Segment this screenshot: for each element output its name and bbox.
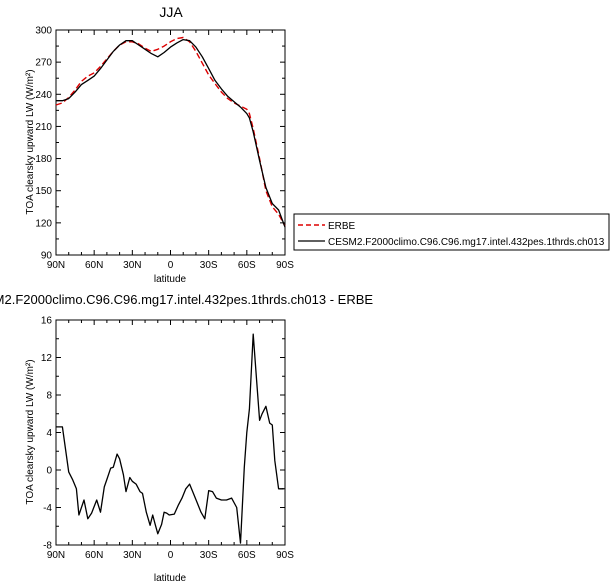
- bottom-xtick-label: 60S: [238, 550, 256, 561]
- top-panel: JJA TOA clearsky upward LW (W/m²) 90N 60N…: [25, 4, 294, 285]
- top-axis-ticks: 90N 60N 30N 0 30S 60S 90S 90 120 150 180 210 240 270 3…: [35, 26, 294, 272]
- top-xtick-label: 60S: [238, 260, 256, 271]
- top-ytick-label: 90: [41, 251, 53, 262]
- bottom-xtick-label: 0: [168, 550, 174, 561]
- bottom-xtick-label: 30S: [200, 550, 218, 561]
- top-plot-frame: [55, 29, 286, 256]
- bottom-ytick-label: 12: [41, 353, 53, 364]
- bottom-xtick-label: 90S: [276, 550, 294, 561]
- bottom-plot-frame: [55, 319, 286, 546]
- bottom-axis-ticks: 90N 60N 30N 0 30S 60S 90S -8 -4 0 4 8 12 16: [41, 316, 294, 562]
- bottom-xtick-label: 90N: [47, 550, 65, 561]
- bottom-ytick-label: -8: [43, 541, 52, 552]
- bottom-xtick-label: 30N: [123, 550, 141, 561]
- bottom-xlabel: latitude: [154, 573, 187, 584]
- bottom-ytick-label: 4: [46, 428, 52, 439]
- top-xtick-label: 90N: [47, 260, 65, 271]
- bottom-title: CESM2.F2000climo.C96.C96.mg17.intel.432p…: [0, 292, 373, 307]
- legend-label-erbe: ERBE: [328, 221, 356, 232]
- bottom-series-line-difference: [56, 333, 284, 544]
- bottom-xtick-label: 60N: [85, 550, 103, 561]
- bottom-ytick-label: -4: [43, 503, 52, 514]
- top-xtick-label: 60N: [85, 260, 103, 271]
- bottom-ylabel: TOA clearsky upward LW (W/m²): [25, 359, 36, 504]
- top-ytick-label: 300: [35, 26, 52, 37]
- bottom-ytick-label: 0: [46, 466, 52, 477]
- top-xlabel: latitude: [154, 274, 187, 285]
- legend-box: [293, 213, 610, 251]
- bottom-series-lines: [56, 333, 284, 544]
- legend: ERBE CESM2.F2000climo.C96.C96.mg17.intel…: [293, 213, 610, 251]
- top-series-lines: [55, 36, 286, 228]
- top-ytick-label: 210: [35, 122, 52, 133]
- top-ytick-label: 180: [35, 154, 52, 165]
- top-ytick-label: 150: [35, 186, 52, 197]
- bottom-panel: CESM2.F2000climo.C96.C96.mg17.intel.432p…: [0, 292, 373, 584]
- top-ytick-label: 270: [35, 58, 52, 69]
- top-xtick-label: 30N: [123, 260, 141, 271]
- top-xtick-label: 30S: [200, 260, 218, 271]
- top-series-line-erbe: [55, 36, 286, 227]
- top-title: JJA: [159, 4, 183, 20]
- legend-label-cesm2: CESM2.F2000climo.C96.C96.mg17.intel.432p…: [328, 237, 605, 248]
- top-ytick-label: 240: [35, 90, 52, 101]
- top-series-line-cesm2: [56, 38, 286, 228]
- bottom-ytick-label: 16: [41, 316, 53, 327]
- top-xtick-label: 90S: [276, 260, 294, 271]
- top-xtick-label: 0: [168, 260, 174, 271]
- bottom-ytick-label: 8: [46, 391, 52, 402]
- top-ylabel: TOA clearsky upward LW (W/m²): [25, 69, 36, 214]
- top-ytick-label: 120: [35, 218, 52, 229]
